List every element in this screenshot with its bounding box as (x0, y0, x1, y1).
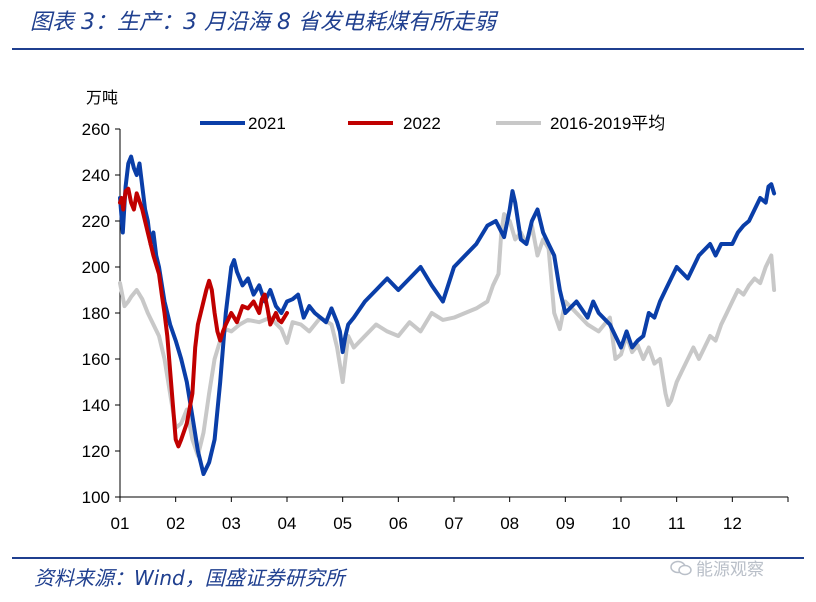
figure-title: 图表 3：生产：3 月沿海 8 省发电耗煤有所走弱 (30, 10, 496, 35)
series-line-2022 (118, 186, 289, 449)
y-tick-label: 220 (82, 212, 110, 231)
y-axis-unit-label: 万吨 (86, 88, 118, 107)
y-tick-label: 140 (82, 396, 110, 415)
x-tick-label: 05 (333, 514, 352, 533)
chart-axes: 100 120 140 160 180 200 220 240 260 01 02 03 04 05 06 0… (82, 88, 789, 533)
title-divider (12, 48, 804, 50)
x-tick-label: 03 (222, 514, 241, 533)
y-tick-label: 260 (82, 120, 110, 139)
x-tick-label: 06 (389, 514, 408, 533)
x-tick-label: 08 (500, 514, 519, 533)
y-tick-label: 240 (82, 166, 110, 185)
legend-label: 2022 (403, 114, 441, 133)
watermark: 能源观察 (670, 555, 764, 580)
x-tick-label: 09 (556, 514, 575, 533)
x-tick-label: 04 (278, 514, 297, 533)
y-tick-label: 200 (82, 258, 110, 277)
x-tick-label: 10 (612, 514, 631, 533)
series-line-20162019 (118, 212, 777, 458)
wechat-icon (670, 560, 692, 575)
x-tick-label: 02 (166, 514, 185, 533)
y-tick-label: 160 (82, 350, 110, 369)
series-layer (118, 154, 777, 476)
x-tick-label: 12 (723, 514, 742, 533)
y-tick-label: 100 (82, 488, 110, 507)
y-tick-label: 180 (82, 304, 110, 323)
watermark-text: 能源观察 (696, 560, 764, 580)
source-note: 资料来源：Wind，国盛证券研究所 (34, 566, 345, 590)
x-tick-label: 07 (445, 514, 464, 533)
footer-divider (12, 557, 804, 559)
series-line-2021 (118, 154, 777, 476)
chart-legend: 2021 2022 2016-2019平均 (200, 114, 665, 133)
legend-label: 2016-2019平均 (550, 114, 665, 133)
legend-label: 2021 (248, 114, 286, 133)
y-tick-label: 120 (82, 442, 110, 461)
line-chart: 100 120 140 160 180 200 220 240 260 01 02 03 04 05 06 0… (82, 88, 789, 533)
x-tick-label: 11 (668, 514, 686, 533)
x-tick-label: 01 (111, 514, 130, 533)
